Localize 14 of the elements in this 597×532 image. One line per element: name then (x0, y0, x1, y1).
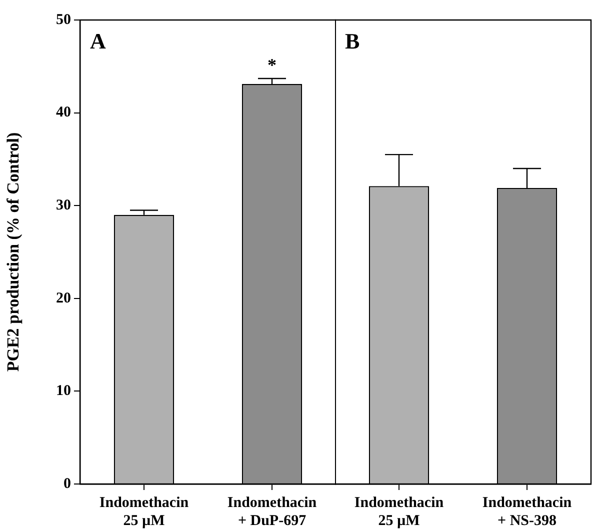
chart-title: B (345, 28, 360, 54)
annotation: * (268, 55, 276, 76)
x-tick-label: Indomethacin + DuP-697 (227, 494, 318, 529)
y-tick-label: 50 (56, 12, 71, 28)
y-tick-label: 0 (64, 476, 71, 492)
y-tick-label: 10 (56, 383, 71, 400)
chart-title: A (90, 28, 106, 54)
x-tick-label: Indomethacin 25 µM (99, 494, 190, 529)
x-tick-label: Indomethacin + NS-398 (482, 494, 572, 529)
y-tick-label: 30 (56, 197, 71, 214)
x-tick-label: Indomethacin 25 µM (354, 494, 444, 529)
y-tick-label: 40 (56, 104, 71, 121)
y-tick-label: 20 (56, 290, 71, 306)
y-axis-title: PGE2 production (% of Control) (4, 132, 23, 372)
